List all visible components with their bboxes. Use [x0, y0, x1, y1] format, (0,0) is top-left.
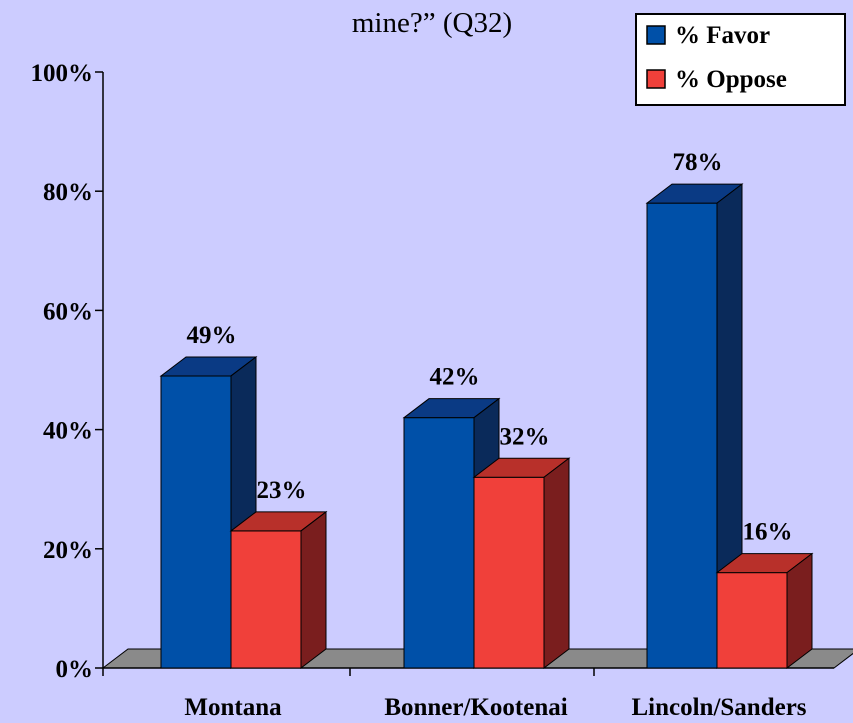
bar-front [160, 375, 232, 669]
y-tick-label: 20% [43, 537, 93, 564]
x-category-label: Montana [184, 694, 282, 721]
y-tick-label: 80% [43, 179, 93, 206]
legend: % Favor % Oppose [635, 13, 846, 106]
bar-side [786, 552, 813, 670]
y-tick-label: 100% [31, 60, 94, 87]
bar-oppose [472, 457, 571, 670]
data-label: 23% [257, 477, 307, 504]
bar-front [230, 530, 302, 669]
data-label: 16% [743, 519, 793, 546]
legend-label: % Favor [675, 22, 770, 49]
y-tick-label: 40% [43, 418, 93, 445]
data-label: 78% [673, 149, 723, 176]
bar-front [716, 572, 788, 669]
bar-side [300, 510, 327, 670]
legend-box [635, 13, 846, 106]
bar-oppose [229, 510, 328, 670]
x-category-label: Bonner/Kootenai [384, 694, 567, 721]
legend-swatch [646, 69, 666, 89]
x-category-label: Lincoln/Sanders [631, 694, 806, 721]
legend-label: % Oppose [675, 66, 787, 93]
y-tick-label: 0% [56, 656, 94, 683]
data-label: 49% [187, 322, 237, 349]
y-tick-label: 60% [43, 298, 93, 325]
bar-favor [645, 183, 744, 670]
legend-swatch [646, 25, 666, 45]
data-label: 42% [430, 364, 480, 391]
bar-front [473, 476, 545, 669]
bar-front [403, 417, 475, 669]
data-label: 32% [500, 423, 550, 450]
bar-front [646, 202, 718, 669]
chart-title: mine?” (Q32) [352, 7, 512, 39]
bar-side [543, 457, 570, 670]
bar-oppose [715, 552, 814, 670]
